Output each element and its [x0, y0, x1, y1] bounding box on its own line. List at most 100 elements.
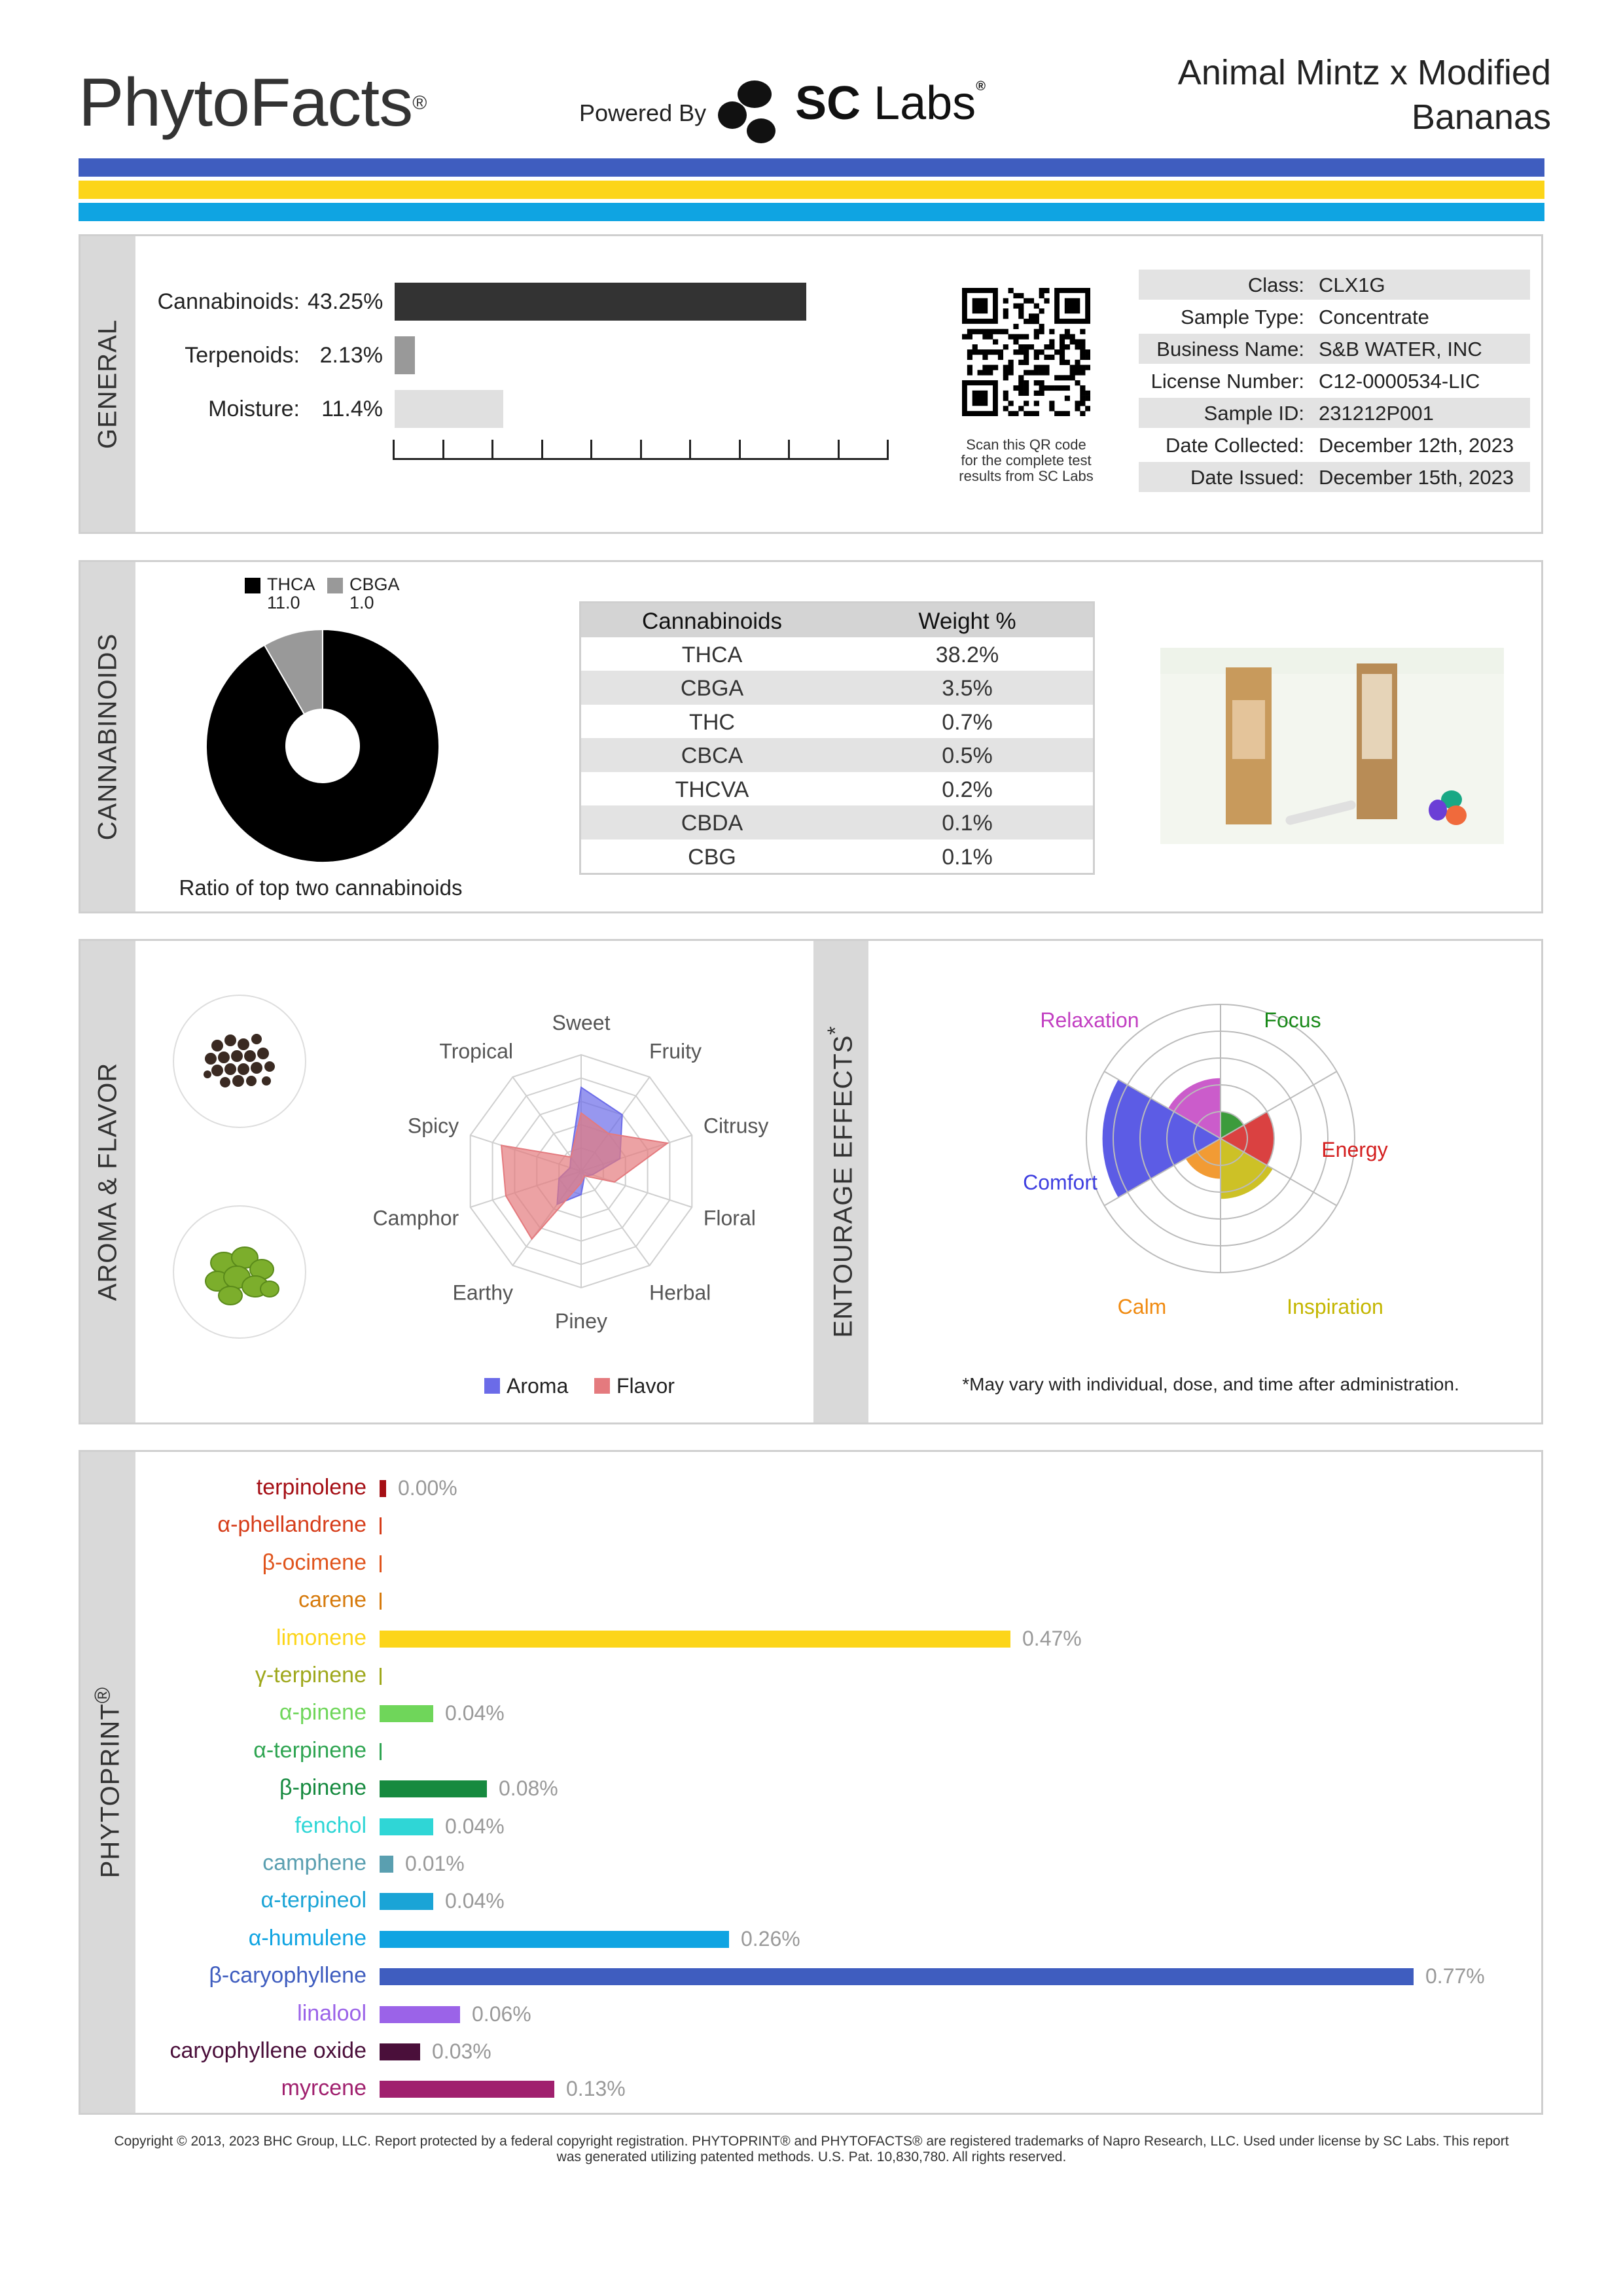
axis-tick	[689, 440, 691, 459]
general-bar-label: Terpenoids:	[185, 343, 300, 368]
general-bar-value: 11.4%	[321, 397, 383, 421]
terpene-value: 0.04%	[445, 1701, 505, 1725]
entourage-note: *May vary with individual, dose, and tim…	[962, 1374, 1459, 1394]
terpene-name: β-ocimene	[262, 1549, 366, 1575]
entourage-wedge-comfort	[1102, 1079, 1221, 1198]
terpene-bar	[380, 2005, 460, 2023]
flavor-legend-label: Flavor	[616, 1374, 675, 1398]
entourage-spoke	[1220, 1138, 1338, 1207]
general-bar	[395, 283, 806, 321]
axis-tick	[393, 440, 395, 459]
terpene-value: 0.04%	[445, 1889, 505, 1913]
stripe-yellow	[79, 181, 1544, 199]
axis-tick	[788, 440, 790, 459]
terpene-name: α-pinene	[279, 1700, 366, 1725]
sample-info-value: December 15th, 2023	[1319, 466, 1514, 489]
general-bar	[395, 390, 503, 428]
terpene-name: α-terpinene	[253, 1737, 366, 1763]
radar-axis-label: Citrusy	[704, 1114, 769, 1138]
entourage-label: Energy	[1321, 1138, 1387, 1161]
entourage-label: Calm	[1118, 1295, 1167, 1318]
sample-info-row: License Number: C12-0000534-LIC	[1139, 366, 1530, 396]
cannabinoid-table-row: THCVA 0.2%	[581, 771, 1093, 805]
axis-tick	[442, 440, 444, 459]
terpene-name: myrcene	[281, 2075, 366, 2101]
flavor-series	[501, 1112, 669, 1241]
sample-info-value: Concentrate	[1319, 306, 1429, 328]
terpene-bar	[380, 2081, 554, 2098]
legend-label: CBGA	[349, 574, 400, 594]
cannabinoid-name: CBCA	[681, 743, 743, 768]
cannabinoid-weight: 38.2%	[935, 642, 999, 667]
general-tab: GENERAL	[80, 236, 135, 532]
radar-axis-label: Earthy	[453, 1280, 513, 1304]
terpene-name: α-humulene	[248, 1925, 366, 1951]
cannabinoid-table-row: THC 0.7%	[581, 704, 1093, 738]
phytoprint-tab: PHYTOPRINT®	[80, 1452, 135, 2113]
cannabinoid-table-row: CBGA 3.5%	[581, 671, 1093, 705]
copyright-notice: Copyright © 2013, 2023 BHC Group, LLC. R…	[114, 2134, 1509, 2164]
legend-swatch	[245, 578, 260, 593]
terpene-value: 0.47%	[1022, 1626, 1082, 1650]
legend-swatch	[327, 578, 343, 593]
terpene-bar	[380, 1668, 382, 1685]
sample-info-key: Date Collected:	[1166, 434, 1304, 457]
cannabinoid-weight: 0.1%	[942, 844, 993, 870]
sample-info-row: Sample ID: 231212P001	[1139, 398, 1530, 428]
black-pepper-image	[173, 995, 306, 1128]
strain-title-line2: Bananas	[1411, 97, 1551, 137]
terpene-bar	[380, 1517, 382, 1535]
cannabinoids-tab: CANNABINOIDS	[80, 562, 135, 911]
sample-info-key: Business Name:	[1156, 338, 1304, 361]
terpene-bar	[380, 1742, 382, 1760]
terpene-value: 0.08%	[499, 1776, 558, 1801]
terpene-bar	[380, 1705, 433, 1723]
product-photo	[1160, 648, 1504, 844]
terpene-value: 0.03%	[432, 2040, 491, 2063]
entourage-spoke	[1103, 1070, 1221, 1139]
general-bar-value: 43.25%	[308, 289, 383, 314]
entourage-wedge-inspiration	[1221, 1139, 1273, 1199]
sample-info-row: Class: CLX1G	[1139, 270, 1530, 300]
terpene-name: β-caryophyllene	[209, 1963, 366, 1988]
cannabinoid-name: THC	[689, 709, 735, 735]
header-cell: Weight %	[918, 609, 1016, 634]
terpene-name: carene	[298, 1587, 366, 1613]
axis-tick	[738, 440, 741, 459]
sample-info-row: Business Name: S&B WATER, INC	[1139, 334, 1530, 364]
entourage-label: Inspiration	[1287, 1295, 1383, 1318]
header-cell: Cannabinoids	[641, 609, 783, 634]
sample-info-key: Sample Type:	[1181, 306, 1304, 328]
aroma-legend-label: Aroma	[507, 1374, 569, 1398]
terpene-name: β-pinene	[279, 1775, 366, 1801]
terpene-bar	[380, 1480, 386, 1497]
radar-spoke	[512, 1076, 582, 1172]
donut-slice-cbga	[263, 628, 323, 715]
cannabinoid-name: CBDA	[681, 811, 743, 836]
entourage-label: Relaxation	[1040, 1008, 1139, 1032]
general-bar-label: Moisture:	[208, 397, 300, 421]
phytoprint-panel: PHYTOPRINT®	[79, 1450, 1543, 2115]
radar-axis-label: Spicy	[408, 1114, 459, 1138]
qr-code-icon[interactable]	[962, 288, 1090, 416]
cannabinoid-name: THCA	[681, 642, 743, 667]
radar-axis-label: Fruity	[649, 1040, 702, 1063]
cannabinoid-weight: 0.2%	[942, 777, 993, 802]
radar-axis-label: Floral	[704, 1206, 756, 1229]
stripe-lightblue	[79, 203, 1544, 221]
cannabinoid-table-row: CBDA 0.1%	[581, 805, 1093, 839]
cannabinoid-name: THCVA	[675, 777, 749, 802]
cannabinoid-weight: 0.1%	[942, 811, 993, 836]
general-bar-label: Cannabinoids:	[157, 289, 300, 314]
sample-info-row: Date Collected: December 12th, 2023	[1139, 430, 1530, 460]
aroma-legend-swatch	[484, 1378, 500, 1394]
radar-axis-label: Tropical	[439, 1040, 513, 1063]
sample-info-value: S&B WATER, INC	[1319, 338, 1482, 361]
cannabinoid-weight: 0.5%	[942, 743, 993, 768]
radar-axis-label: Camphor	[373, 1206, 459, 1229]
terpene-bar	[380, 1856, 393, 1873]
stripe-blue	[79, 158, 1544, 177]
radar-spoke	[580, 1171, 651, 1266]
axis-tick	[887, 440, 889, 459]
terpene-value: 0.77%	[1425, 1964, 1485, 1988]
